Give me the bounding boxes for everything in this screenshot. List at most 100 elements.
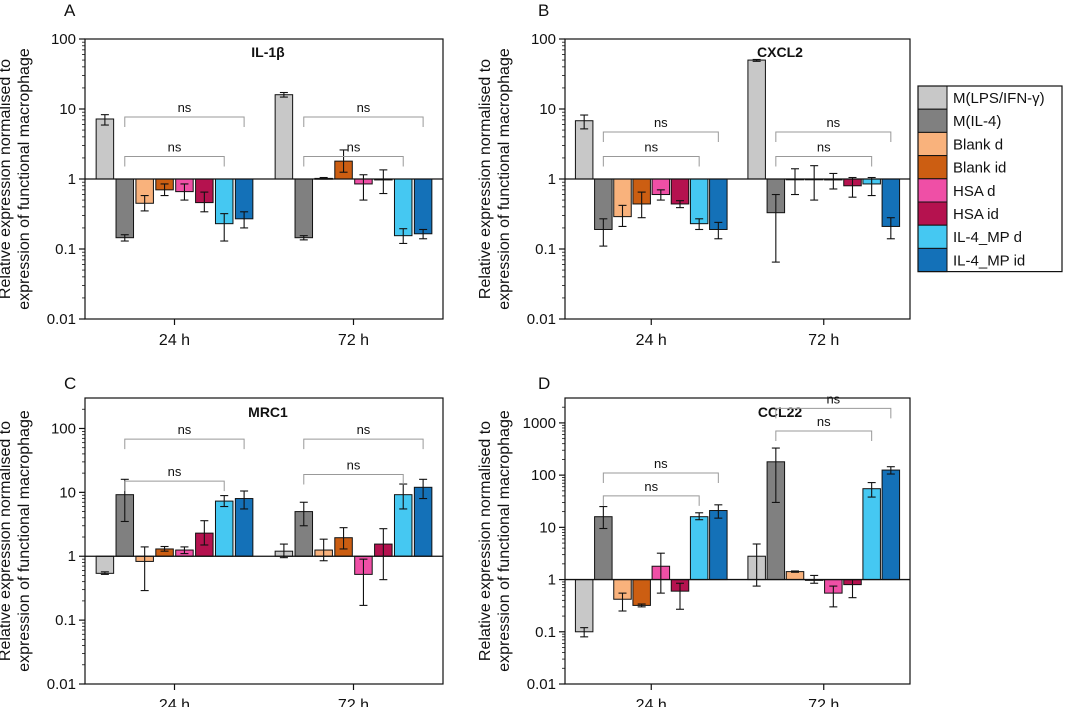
x-tick-label: 72 h (808, 697, 839, 707)
y-tick-label: 1 (548, 572, 556, 589)
y-axis-title-line-1: Relative expression normalised to (477, 421, 494, 661)
legend-swatch (918, 132, 947, 155)
significance-bracket (603, 496, 699, 506)
y-tick-label: 0.01 (47, 311, 76, 328)
significance-bracket (125, 156, 224, 166)
y-tick-label: 1 (68, 171, 76, 188)
bar (575, 580, 593, 632)
legend-label: IL-4_MP d (953, 229, 1022, 246)
bar (96, 119, 114, 179)
bar (275, 95, 293, 179)
panel-letter: A (64, 1, 76, 20)
significance-bracket (603, 132, 718, 142)
bar (116, 179, 133, 238)
y-axis-title-line-1: Relative expression normalised to (0, 59, 14, 299)
legend-swatch (918, 225, 947, 248)
significance-label: ns (357, 422, 371, 437)
y-tick-label: 0.01 (527, 676, 556, 693)
y-tick-label: 10 (59, 101, 76, 118)
legend-swatch (918, 156, 947, 179)
y-tick-label: 1000 (523, 415, 556, 432)
bar (863, 489, 881, 580)
panel-title: CCL22 (758, 404, 803, 420)
y-tick-label: 100 (531, 467, 556, 484)
legend-entry: M(IL-4) (918, 109, 1001, 132)
significance-bracket (603, 473, 718, 483)
y-tick-label: 0.01 (47, 676, 76, 693)
significance-bracket (304, 117, 423, 127)
y-axis-title-line-2: expression of functional macrophage (16, 410, 33, 672)
legend-label: IL-4_MP id (953, 252, 1025, 269)
y-tick-label: 100 (51, 31, 76, 48)
y-tick-label: 0.1 (55, 241, 76, 258)
panel-letter: C (64, 374, 76, 393)
panel-letter: D (538, 374, 550, 393)
legend-swatch (918, 202, 947, 225)
panel-title: CXCL2 (757, 44, 803, 60)
figure: AIL-1βRelative expression normalised to e… (0, 0, 1065, 707)
panel-title: IL-1β (251, 44, 285, 60)
legend-swatch (918, 86, 947, 109)
panel-title: MRC1 (248, 404, 288, 420)
bar (690, 517, 708, 580)
plot-frame (565, 398, 910, 684)
legend-entry: M(LPS/IFN-γ) (918, 86, 1045, 109)
legend-label: Blank id (953, 160, 1006, 177)
significance-label: ns (178, 100, 192, 115)
y-tick-label: 100 (531, 31, 556, 48)
panel-C: C MRC1 Relative expression normalised to ex… (0, 374, 443, 707)
significance-label: ns (826, 391, 840, 406)
significance-bracket (304, 156, 403, 166)
legend-entry: Blank id (918, 156, 1006, 179)
legend-entry: IL-4_MP id (918, 248, 1025, 271)
significance-bracket (776, 156, 872, 166)
significance-bracket (125, 117, 244, 127)
bar (394, 179, 412, 236)
legend-entry: Blank d (918, 132, 1003, 155)
x-tick-label: 24 h (159, 697, 190, 707)
x-tick-label: 72 h (338, 332, 369, 349)
significance-bracket (125, 481, 224, 491)
plot-frame (85, 398, 443, 684)
y-tick-label: 10 (539, 519, 556, 536)
x-tick-label: 72 h (808, 332, 839, 349)
significance-bracket (304, 475, 403, 485)
legend-swatch (918, 248, 947, 271)
significance-label: ns (817, 414, 831, 429)
bar (748, 60, 766, 179)
x-tick-label: 24 h (636, 332, 667, 349)
significance-label: ns (654, 115, 668, 130)
y-tick-label: 10 (539, 101, 556, 118)
panel-A: A IL-1β Relative expression normalised to e… (0, 1, 443, 349)
x-tick-label: 24 h (159, 332, 190, 349)
significance-bracket (304, 439, 423, 449)
significance-label: ns (178, 422, 192, 437)
panel-D: D CCL22 Relative expression normalised to e… (477, 374, 910, 707)
bar (710, 511, 728, 580)
legend-swatch (918, 109, 947, 132)
y-tick-label: 1 (68, 548, 76, 565)
significance-label: ns (817, 139, 831, 154)
legend-label: M(IL-4) (953, 113, 1001, 130)
significance-label: ns (347, 458, 361, 473)
significance-label: ns (168, 139, 182, 154)
significance-label: ns (644, 139, 658, 154)
x-tick-label: 24 h (636, 697, 667, 707)
legend-entry: HSA d (918, 179, 996, 202)
y-tick-label: 0.1 (55, 612, 76, 629)
y-axis-title-line-2: expression of functional macrophage (496, 410, 513, 672)
bar (690, 179, 708, 224)
y-tick-label: 10 (59, 484, 76, 501)
legend-label: HSA id (953, 206, 999, 223)
legend-entry: IL-4_MP d (918, 225, 1022, 248)
legend-label: HSA d (953, 183, 996, 200)
significance-bracket (125, 439, 244, 449)
significance-bracket (603, 156, 699, 166)
significance-label: ns (654, 456, 668, 471)
y-axis-title-line-1: Relative expression normalised to (477, 59, 494, 299)
y-tick-label: 1 (548, 171, 556, 188)
significance-label: ns (347, 139, 361, 154)
y-tick-label: 100 (51, 420, 76, 437)
bar (575, 121, 593, 179)
bar (414, 179, 432, 234)
